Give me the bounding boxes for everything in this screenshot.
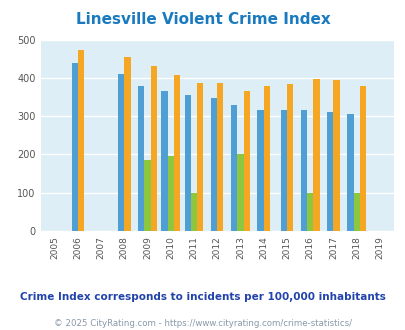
Bar (71, 63, 78, 231)
Bar (243, 90, 249, 231)
Bar (184, 95, 190, 231)
Bar (326, 112, 333, 231)
Bar (144, 160, 150, 231)
Bar (346, 114, 353, 231)
Bar (286, 84, 292, 231)
Text: Crime Index corresponds to incidents per 100,000 inhabitants: Crime Index corresponds to incidents per… (20, 292, 385, 302)
Text: © 2025 CityRating.com - https://www.cityrating.com/crime-statistics/: © 2025 CityRating.com - https://www.city… (54, 319, 351, 328)
Text: Linesville Violent Crime Index: Linesville Violent Crime Index (75, 12, 330, 26)
Bar (359, 85, 365, 231)
Bar (78, 50, 84, 231)
Bar (300, 111, 306, 231)
Bar (313, 79, 319, 231)
Bar (230, 106, 237, 231)
Bar (217, 83, 223, 231)
Bar (118, 75, 124, 231)
Bar (161, 91, 167, 231)
Bar (150, 66, 156, 231)
Bar (124, 57, 130, 231)
Bar (237, 154, 243, 231)
Bar (353, 193, 359, 231)
Bar (167, 155, 173, 231)
Bar (211, 98, 217, 231)
Bar (333, 80, 339, 231)
Bar (173, 75, 180, 231)
Bar (306, 193, 313, 231)
Bar (190, 193, 196, 231)
Bar (257, 111, 263, 231)
Bar (280, 111, 286, 231)
Bar (196, 83, 203, 231)
Bar (263, 86, 269, 231)
Bar (138, 86, 144, 231)
